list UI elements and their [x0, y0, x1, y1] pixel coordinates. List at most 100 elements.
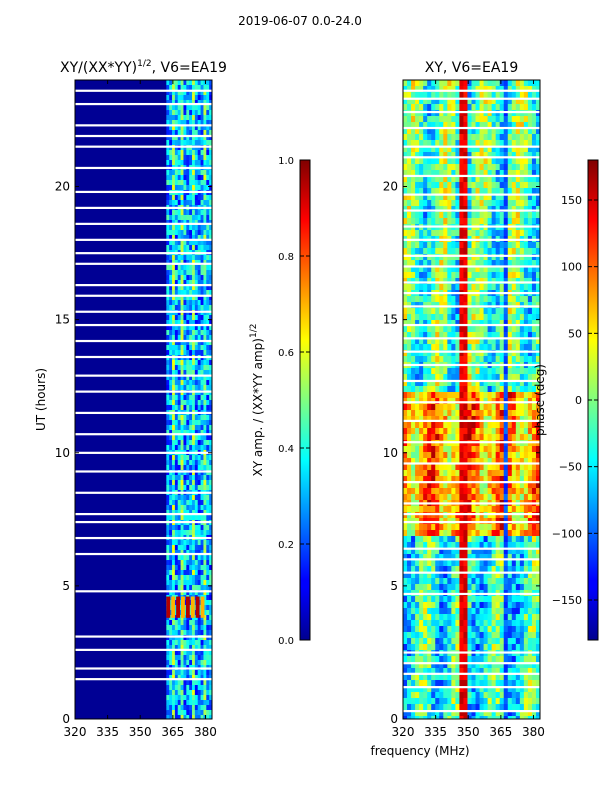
heatmap-cell	[415, 104, 420, 111]
heatmap-cell	[209, 570, 212, 576]
heatmap-cell	[206, 700, 210, 706]
heatmap-cell	[443, 140, 448, 147]
x-tick-label: 365	[161, 725, 184, 739]
heatmap-cell	[189, 500, 193, 506]
heatmap-cell	[172, 415, 176, 421]
heatmap-cell	[203, 385, 207, 391]
heatmap-cell	[439, 416, 444, 423]
heatmap-cell	[419, 434, 424, 441]
heatmap-cell	[511, 302, 517, 309]
heatmap-cell	[407, 188, 412, 195]
heatmap-cell	[415, 296, 420, 303]
heatmap-cell	[467, 356, 472, 363]
heatmap-cell	[483, 266, 489, 273]
heatmap-cell	[180, 160, 184, 166]
heatmap-cell	[455, 254, 460, 261]
heatmap-cell	[169, 240, 173, 246]
heatmap-cell	[407, 200, 412, 207]
heatmap-cell	[403, 86, 408, 93]
heatmap-cell	[177, 625, 182, 631]
heatmap-cell	[519, 140, 525, 147]
heatmap-cell	[435, 212, 440, 219]
heatmap-cell	[174, 195, 179, 201]
heatmap-cell	[487, 104, 493, 111]
heatmap-cell	[483, 200, 489, 207]
heatmap-cell	[479, 446, 485, 453]
heatmap-cell	[209, 385, 212, 391]
heatmap-cell	[523, 134, 529, 141]
heatmap-cell	[499, 374, 505, 381]
heatmap-cell	[203, 680, 207, 686]
heatmap-cell	[495, 404, 501, 411]
heatmap-cell	[407, 302, 412, 309]
heatmap-cell	[455, 374, 460, 381]
heatmap-cell	[419, 284, 424, 291]
heatmap-cell	[169, 425, 173, 431]
heatmap-cell	[169, 465, 173, 471]
heatmap-cell	[435, 578, 440, 585]
heatmap-cell	[411, 164, 416, 171]
heatmap-cell	[511, 476, 517, 483]
heatmap-cell	[479, 116, 485, 123]
heatmap-cell	[209, 585, 212, 591]
heatmap-cell	[203, 305, 207, 311]
heatmap-cell	[423, 266, 428, 273]
heatmap-cell	[491, 320, 497, 327]
heatmap-cell	[527, 356, 533, 363]
heatmap-cell	[407, 248, 412, 255]
heatmap-cell	[403, 476, 408, 483]
heatmap-cell	[172, 225, 176, 231]
heatmap-cell	[511, 374, 517, 381]
heatmap-cell	[203, 550, 207, 556]
heatmap-cell	[186, 245, 190, 251]
heatmap-cell	[471, 380, 477, 387]
heatmap-cell	[459, 350, 464, 357]
heatmap-cell	[403, 470, 408, 477]
heatmap-cell	[515, 320, 521, 327]
heatmap-cell	[503, 368, 509, 375]
heatmap-cell	[479, 386, 485, 393]
heatmap-cell	[527, 332, 533, 339]
heatmap-cell	[174, 280, 179, 286]
heatmap-cell	[531, 116, 537, 123]
heatmap-cell	[206, 580, 210, 586]
heatmap-cell	[423, 572, 428, 579]
heatmap-cell	[411, 368, 416, 375]
heatmap-cell	[491, 326, 497, 333]
heatmap-cell	[515, 572, 521, 579]
heatmap-cell	[463, 218, 468, 225]
heatmap-cell	[186, 650, 190, 656]
heatmap-cell	[209, 235, 212, 241]
heatmap-cell	[535, 260, 540, 267]
heatmap-cell	[200, 160, 204, 166]
heatmap-cell	[483, 128, 489, 135]
heatmap-cell	[423, 92, 428, 99]
heatmap-cell	[189, 160, 193, 166]
heatmap-cell	[443, 194, 448, 201]
heatmap-cell	[407, 92, 412, 99]
heatmap-cell	[203, 160, 207, 166]
heatmap-cell	[209, 710, 212, 716]
heatmap-cell	[200, 425, 204, 431]
heatmap-cell	[471, 98, 477, 105]
heatmap-cell	[499, 122, 505, 129]
heatmap-cell	[194, 505, 199, 511]
heatmap-cell	[419, 356, 424, 363]
heatmap-cell	[479, 248, 485, 255]
heatmap-cell	[169, 195, 173, 201]
heatmap-cell	[503, 230, 509, 237]
heatmap-cell	[491, 104, 497, 111]
heatmap-cell	[197, 695, 202, 701]
heatmap-cell	[447, 494, 452, 501]
heatmap-cell	[459, 320, 464, 327]
heatmap-cell	[209, 80, 212, 86]
heatmap-cell	[495, 146, 501, 153]
heatmap-cell	[407, 434, 412, 441]
heatmap-cell	[435, 134, 440, 141]
heatmap-cell	[487, 98, 493, 105]
heatmap-cell	[174, 470, 179, 476]
heatmap-cell	[189, 485, 193, 491]
heatmap-cell	[172, 670, 176, 676]
heatmap-cell	[499, 314, 505, 321]
heatmap-cell	[209, 500, 212, 506]
